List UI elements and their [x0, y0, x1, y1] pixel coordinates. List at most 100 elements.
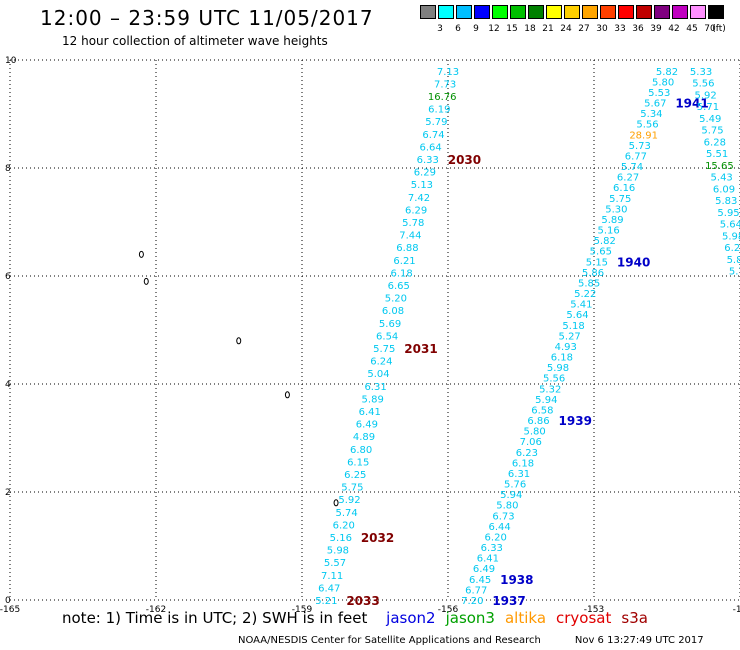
- wave-height-value: 28.91: [629, 130, 658, 141]
- scale-swatch: [618, 5, 634, 19]
- wave-height-value: 5.94: [535, 395, 557, 406]
- x-tick-label: -156: [438, 605, 459, 615]
- scale-label: 6: [455, 24, 461, 34]
- y-tick-label: 8: [5, 164, 11, 174]
- pass-time-label: 1941: [675, 97, 708, 111]
- wave-height-value: 5.67: [644, 99, 666, 110]
- scale-swatch: [708, 5, 724, 19]
- wave-height-value: 16.76: [428, 92, 457, 103]
- wave-height-value: 6.65: [388, 281, 410, 292]
- satellite-s3a: s3a: [621, 609, 648, 627]
- wave-height-value: 6.21: [393, 256, 415, 267]
- wave-height-value: 6.41: [477, 554, 499, 565]
- scale-label: 24: [560, 24, 572, 34]
- satellite-cryosat: cryosat: [556, 609, 612, 627]
- satellite-altika: altika: [504, 609, 547, 627]
- wave-height-value: 6.09: [713, 184, 735, 195]
- wave-height-value: 5.21: [315, 596, 337, 607]
- wave-height-value: 6.18: [512, 458, 534, 469]
- wave-height-value: 6.64: [419, 142, 441, 153]
- wave-height-value: 5.22: [574, 289, 596, 300]
- wave-height-value: 7.11: [321, 571, 343, 582]
- scale-swatch: [636, 5, 652, 19]
- scale-swatch: [438, 5, 454, 19]
- wave-height-value: 7.73: [434, 79, 456, 90]
- wave-height-value: 5.74: [621, 162, 643, 173]
- wave-height-value: 6.77: [625, 151, 647, 162]
- scale-swatch: [654, 5, 670, 19]
- y-tick-label: 2: [5, 488, 11, 498]
- wave-height-value: 4.93: [555, 342, 577, 353]
- x-tick-label: -15: [733, 605, 740, 615]
- wave-height-value: 5.98: [722, 231, 740, 242]
- scale-swatch: [456, 5, 472, 19]
- wave-height-value: 5.74: [335, 508, 357, 519]
- wave-height-value: 5.34: [640, 109, 662, 120]
- wave-height-value: 5.76: [504, 480, 526, 491]
- wave-height-value: 6.49: [473, 564, 495, 575]
- wave-height-value: 5.82: [594, 236, 616, 247]
- scale-swatch: [582, 5, 598, 19]
- footer-timestamp: Nov 6 13:27:49 UTC 2017: [574, 635, 704, 646]
- wave-height-value: 5.32: [539, 384, 561, 395]
- scale-swatch: [492, 5, 508, 19]
- island-outline: [333, 499, 339, 507]
- scale-label: 18: [524, 24, 536, 34]
- wave-height-value: 6.20: [485, 532, 507, 543]
- wave-height-value: 5.18: [562, 321, 584, 332]
- wave-height-value: 6.74: [422, 130, 444, 141]
- scale-label: 27: [578, 24, 590, 34]
- scale-swatch: [528, 5, 544, 19]
- scale-swatch: [600, 5, 616, 19]
- wave-height-value: 5.69: [379, 319, 401, 330]
- pass-time-label: 2031: [404, 342, 437, 356]
- wave-height-value: 7.42: [408, 193, 430, 204]
- wave-height-value: 6.33: [417, 155, 439, 166]
- y-tick-label: 6: [5, 272, 11, 282]
- scale-swatch: [420, 5, 436, 19]
- wave-height-value: 7.06: [520, 437, 542, 448]
- wave-height-value: 6.27: [617, 173, 639, 184]
- pass-time-label: 2033: [346, 594, 379, 608]
- y-tick-label: 10: [5, 56, 17, 66]
- wave-height-value: 5.43: [711, 173, 733, 184]
- x-tick-label: -162: [146, 605, 166, 615]
- wave-height-value: 6.33: [481, 543, 503, 554]
- note-text: note: 1) Time is in UTC; 2) SWH is in fe…: [62, 609, 368, 627]
- wave-height-value: 5.16: [330, 533, 352, 544]
- scale-label: 21: [542, 24, 554, 34]
- satellite-legend: jason2 jason3 altika cryosat s3a: [376, 609, 648, 627]
- scale-label: 36: [632, 24, 644, 34]
- note-line: note: 1) Time is in UTC; 2) SWH is in fe…: [62, 609, 648, 627]
- wave-height-value: 5.80: [652, 77, 674, 88]
- wave-height-value: 5.41: [570, 300, 592, 311]
- wave-height-value: 6.24: [370, 357, 392, 368]
- wave-height-value: 6.77: [465, 585, 487, 596]
- wave-height-value: 5.76: [729, 267, 740, 278]
- wave-height-value: 7.20: [461, 596, 483, 607]
- wave-height-value: 5.20: [385, 294, 407, 305]
- satellite-jason3: jason3: [445, 609, 495, 627]
- footer: NOAA/NESDIS Center for Satellite Applica…: [238, 635, 704, 646]
- pass-time-label: 1938: [500, 573, 533, 587]
- wave-height-value: 5.75: [373, 344, 395, 355]
- island-outline: [138, 250, 144, 258]
- wave-height-value: 5.92: [695, 90, 717, 101]
- scale-label: 45: [686, 24, 698, 34]
- wave-height-value: 5.75: [341, 483, 363, 494]
- pass-time-label: 2030: [448, 153, 481, 167]
- wave-height-value: 6.80: [350, 445, 372, 456]
- scale-swatch: [546, 5, 562, 19]
- wave-height-value: 5.75: [609, 194, 631, 205]
- scale-label: 33: [614, 24, 626, 34]
- island-outline: [236, 337, 242, 345]
- wave-height-value: 5.33: [690, 67, 712, 78]
- wave-height-value: 6.21: [724, 243, 740, 254]
- wave-height-value: 6.25: [344, 470, 366, 481]
- page-subtitle: 12 hour collection of altimeter wave hei…: [62, 34, 328, 48]
- wave-height-value: 5.98: [327, 546, 349, 557]
- scale-label: 42: [668, 24, 680, 34]
- wave-height-value: 6.15: [347, 457, 369, 468]
- scale-swatch: [474, 5, 490, 19]
